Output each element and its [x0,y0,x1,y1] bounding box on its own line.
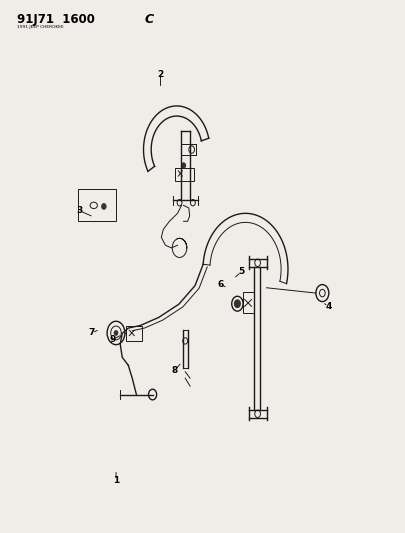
Bar [77,189,116,221]
Bar [175,168,193,181]
Text: 6: 6 [217,280,223,289]
Text: C: C [144,13,153,26]
Text: 2: 2 [157,70,163,78]
Text: 1: 1 [113,476,119,484]
Circle shape [181,163,185,168]
Text: 1991 JEEP CHEROKEE: 1991 JEEP CHEROKEE [17,26,64,29]
Text: 8: 8 [171,366,177,375]
Circle shape [102,204,106,209]
Text: 9: 9 [110,335,116,344]
Text: 91J71  1600: 91J71 1600 [17,13,94,26]
Text: 3: 3 [76,206,83,215]
Bar [243,292,253,313]
Text: 7: 7 [88,328,95,337]
Text: 5: 5 [238,268,244,276]
Bar [126,326,142,341]
Text: 4: 4 [324,302,331,311]
Circle shape [114,331,117,335]
Circle shape [234,300,240,308]
